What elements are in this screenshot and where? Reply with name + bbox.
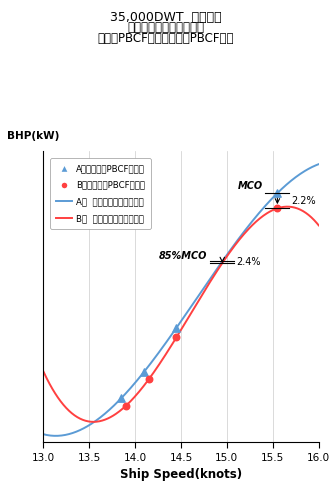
Point xyxy=(146,375,151,383)
Text: 2.4%: 2.4% xyxy=(236,257,261,267)
Text: MCO: MCO xyxy=(238,181,263,191)
Point xyxy=(174,333,179,341)
Text: 姉妹船の試運転結果比較: 姉妹船の試運転結果比較 xyxy=(127,21,205,35)
X-axis label: Ship Speed(knots): Ship Speed(knots) xyxy=(120,468,242,481)
Legend: A船（従来型PBCF付き）, B船（改良型PBCF付き）, A船  スピードパワーカーブ, B船  スピードパワーカーブ: A船（従来型PBCF付き）, B船（改良型PBCF付き）, A船 スピードパワー… xyxy=(50,158,151,229)
Point xyxy=(275,205,280,212)
Point xyxy=(119,394,124,402)
Text: BHP(kW): BHP(kW) xyxy=(7,131,59,141)
Point xyxy=(123,402,128,410)
Text: 35,000DWT  タンカー: 35,000DWT タンカー xyxy=(110,11,222,24)
Point xyxy=(141,368,147,376)
Text: 85%MCO: 85%MCO xyxy=(159,251,208,261)
Text: 2.2%: 2.2% xyxy=(291,196,316,206)
Point xyxy=(174,324,179,332)
Point xyxy=(275,189,280,197)
Text: 従来型PBCF付き／改良型PBCF付き: 従来型PBCF付き／改良型PBCF付き xyxy=(98,32,234,45)
